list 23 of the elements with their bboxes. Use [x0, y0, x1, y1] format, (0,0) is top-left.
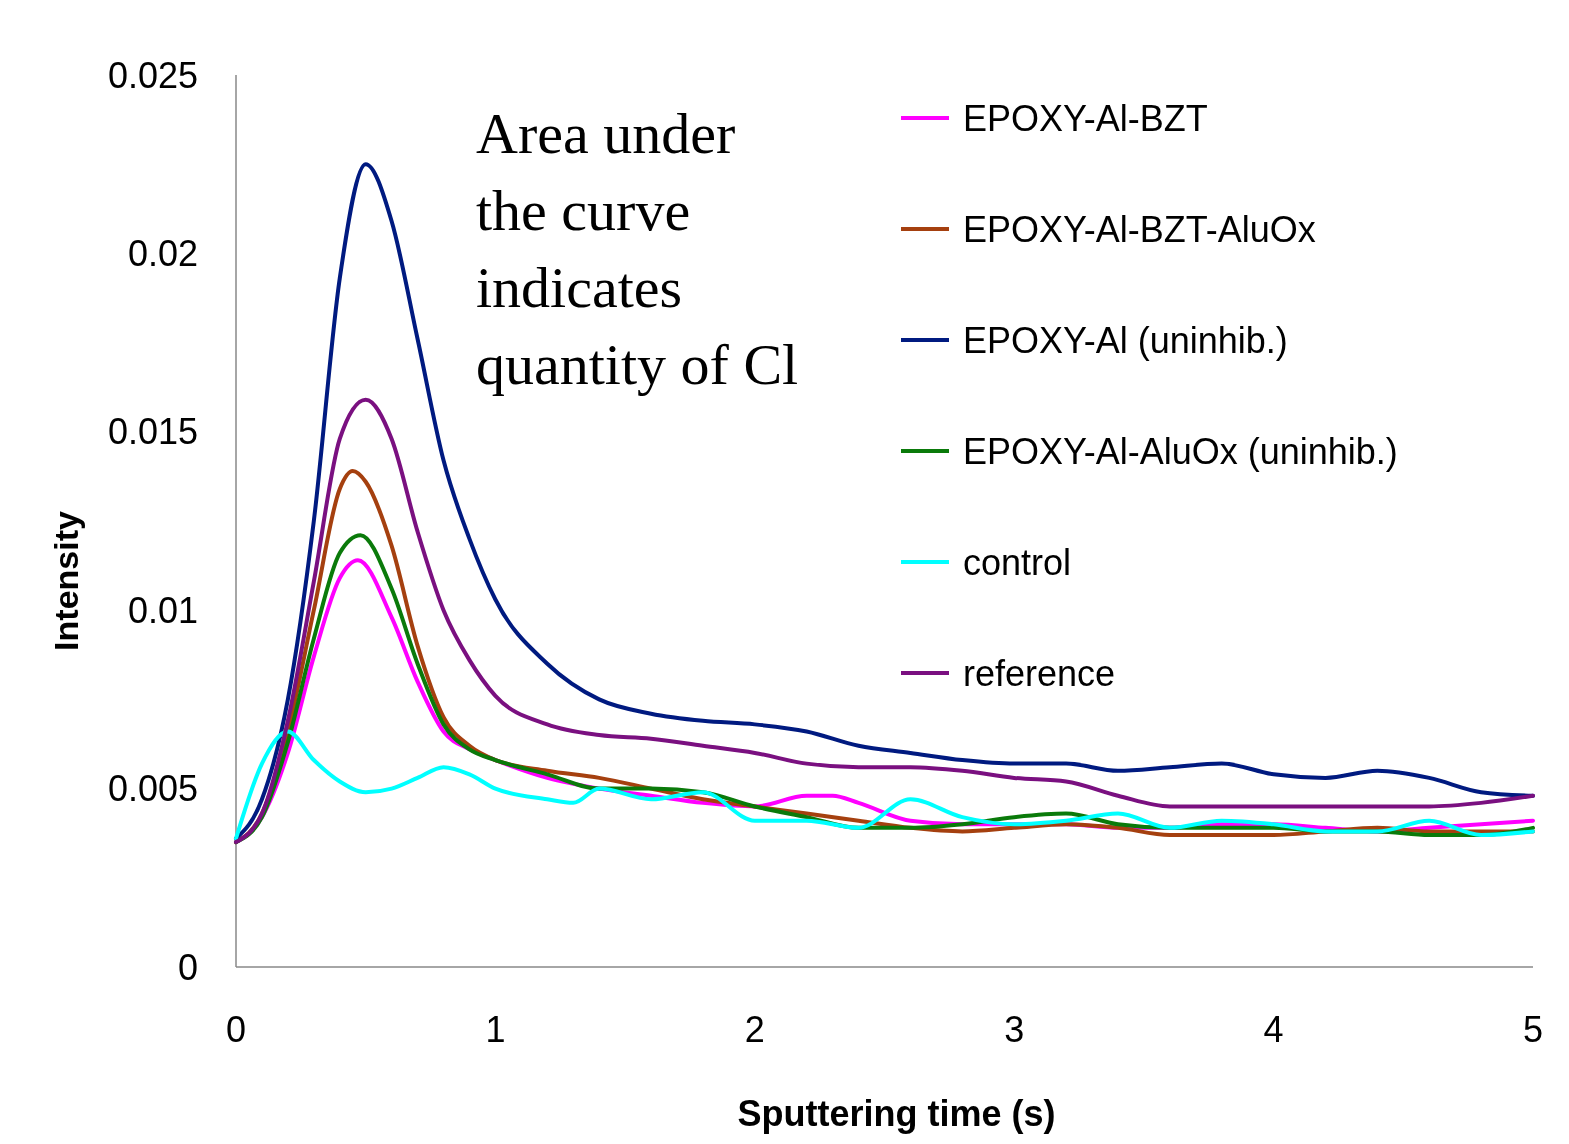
x-tick-label: 0: [225, 1009, 247, 1050]
legend-label: reference: [963, 652, 1116, 694]
legend-label: EPOXY-Al (uninhib.): [963, 319, 1288, 361]
legend-label: EPOXY-Al-AluOx (uninhib.): [963, 430, 1398, 472]
legend-label: EPOXY-Al-BZT: [963, 97, 1208, 139]
x-tick-label: 2: [744, 1009, 765, 1050]
legend-label: control: [963, 541, 1072, 583]
line-series: [234, 729, 1535, 841]
y-tick-label: 0.015: [107, 411, 198, 453]
y-tick-label: 0: [177, 946, 198, 988]
legend-label: EPOXY-Al-BZT-AluOx: [963, 208, 1316, 250]
y-tick-label: 0.005: [107, 768, 198, 810]
x-tick-label: 3: [1004, 1009, 1025, 1050]
y-tick-label: 0.01: [127, 589, 198, 631]
y-tick-label: 0.025: [107, 54, 198, 96]
y-tick-label: 0.02: [127, 232, 198, 274]
y-axis-title: Intensity: [47, 511, 85, 651]
x-axis-title: Sputtering time (s): [737, 1093, 1056, 1134]
line-series: [234, 397, 1535, 845]
x-tick-label: 1: [485, 1009, 506, 1050]
x-tick-label: 5: [1522, 1009, 1544, 1050]
annotation: Area under the curve indicates quantity of Cl: [476, 101, 799, 397]
x-tick-label: 4: [1263, 1009, 1284, 1050]
